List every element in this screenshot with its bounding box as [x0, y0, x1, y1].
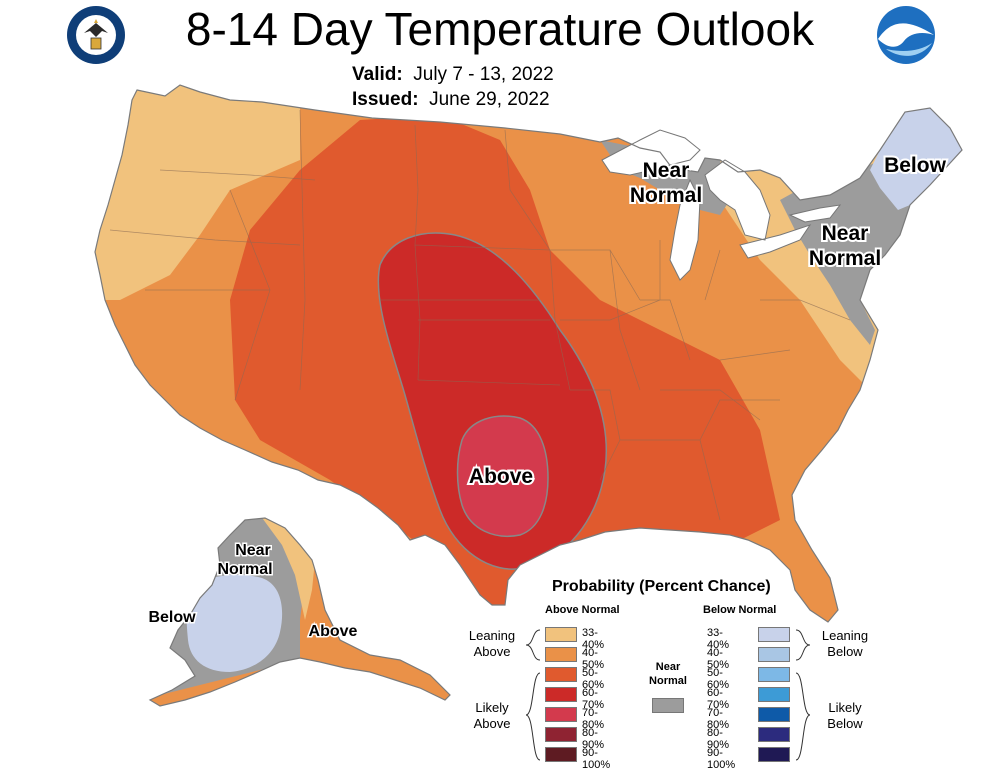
great-lakes	[601, 129, 842, 281]
legend-below-swatch	[758, 687, 790, 702]
label-near-normal-great-lakes-1: Near	[643, 159, 690, 182]
noaa-logo	[877, 6, 935, 64]
label-below-northeast: Below	[884, 154, 947, 177]
legend-near-label-2: Normal	[649, 675, 687, 687]
label-above-alaska: Above	[309, 623, 358, 640]
label-below-alaska: Below	[148, 609, 196, 626]
legend-below-swatch	[758, 747, 790, 762]
legend-above-swatch	[545, 647, 577, 662]
legend-above-swatch	[545, 627, 577, 642]
legend-above-label: 40-50%	[582, 647, 605, 671]
legend-near-swatch	[652, 698, 684, 713]
legend-leaning-below-2: Below	[827, 644, 863, 659]
legend-below-label: 50-60%	[707, 667, 730, 691]
legend-above-swatch	[545, 707, 577, 722]
label-near-normal-alaska-2: Normal	[217, 561, 272, 578]
label-near-normal-northeast-2: Normal	[809, 247, 881, 270]
map-title: 8-14 Day Temperature Outlook	[185, 3, 815, 55]
legend-below-label: 80-90%	[707, 727, 730, 751]
legend-above-label: 60-70%	[582, 687, 605, 711]
state-boundaries	[109, 109, 851, 521]
legend-likely-above-1: Likely	[475, 700, 509, 715]
legend-above-swatch	[545, 687, 577, 702]
label-near-normal-northeast-1: Near	[822, 222, 869, 245]
legend-above-swatch	[545, 667, 577, 682]
legend-leaning-above-1: Leaning	[468, 628, 516, 643]
legend-likely-below-1: Likely	[828, 700, 862, 715]
legend-likely-below: Likely Below	[812, 700, 878, 732]
legend-likely-below-2: Below	[827, 716, 863, 731]
legend-leaning-below: Leaning Below	[812, 628, 878, 660]
legend-below-swatch	[758, 647, 790, 662]
legend-below-label: 40-50%	[707, 647, 730, 671]
legend-near-label-1: Near	[655, 661, 681, 673]
legend-below-label: 90-100%	[707, 747, 736, 771]
issued-label: Issued:	[352, 89, 419, 110]
legend-above-label: 33-40%	[582, 627, 605, 651]
legend-below-label: 60-70%	[707, 687, 730, 711]
date-block: Valid: July 7 - 13, 2022 Issued: June 29…	[352, 62, 554, 112]
legend-below-label: 70-80%	[707, 707, 730, 731]
valid-label: Valid:	[352, 64, 403, 85]
legend-above-label: 80-90%	[582, 727, 605, 751]
legend-above-header: Above Normal	[545, 604, 620, 616]
legend-below-swatch	[758, 707, 790, 722]
legend-below-swatch	[758, 667, 790, 682]
legend-below-swatch	[758, 627, 790, 642]
legend-above-label: 90-100%	[582, 747, 611, 771]
legend-leaning-above: Leaning Above	[462, 628, 522, 660]
label-near-normal-alaska-1: Near	[235, 542, 271, 559]
label-above-texas: Above	[469, 465, 533, 488]
legend-leaning-below-1: Leaning	[821, 628, 869, 643]
valid-dates: July 7 - 13, 2022	[413, 64, 554, 85]
legend-above-swatch	[545, 747, 577, 762]
legend-below-header: Below Normal	[703, 604, 777, 616]
legend-title: Probability (Percent Chance)	[552, 578, 771, 595]
legend-below-label: 33-40%	[707, 627, 730, 651]
legend-above-label: 70-80%	[582, 707, 605, 731]
doc-seal-logo	[67, 6, 125, 64]
legend-likely-above: Likely Above	[462, 700, 522, 732]
map-labels: Near Normal Below Near Normal Above Near…	[147, 152, 949, 642]
legend-above-swatch	[545, 727, 577, 742]
legend-above-label: 50-60%	[582, 667, 605, 691]
legend-likely-above-2: Above	[473, 716, 511, 731]
legend-near-normal: Near Normal	[640, 660, 696, 688]
legend-leaning-above-2: Above	[473, 644, 511, 659]
issued-date: June 29, 2022	[429, 89, 550, 110]
legend-below-swatch	[758, 727, 790, 742]
label-near-normal-great-lakes-2: Normal	[630, 184, 702, 207]
